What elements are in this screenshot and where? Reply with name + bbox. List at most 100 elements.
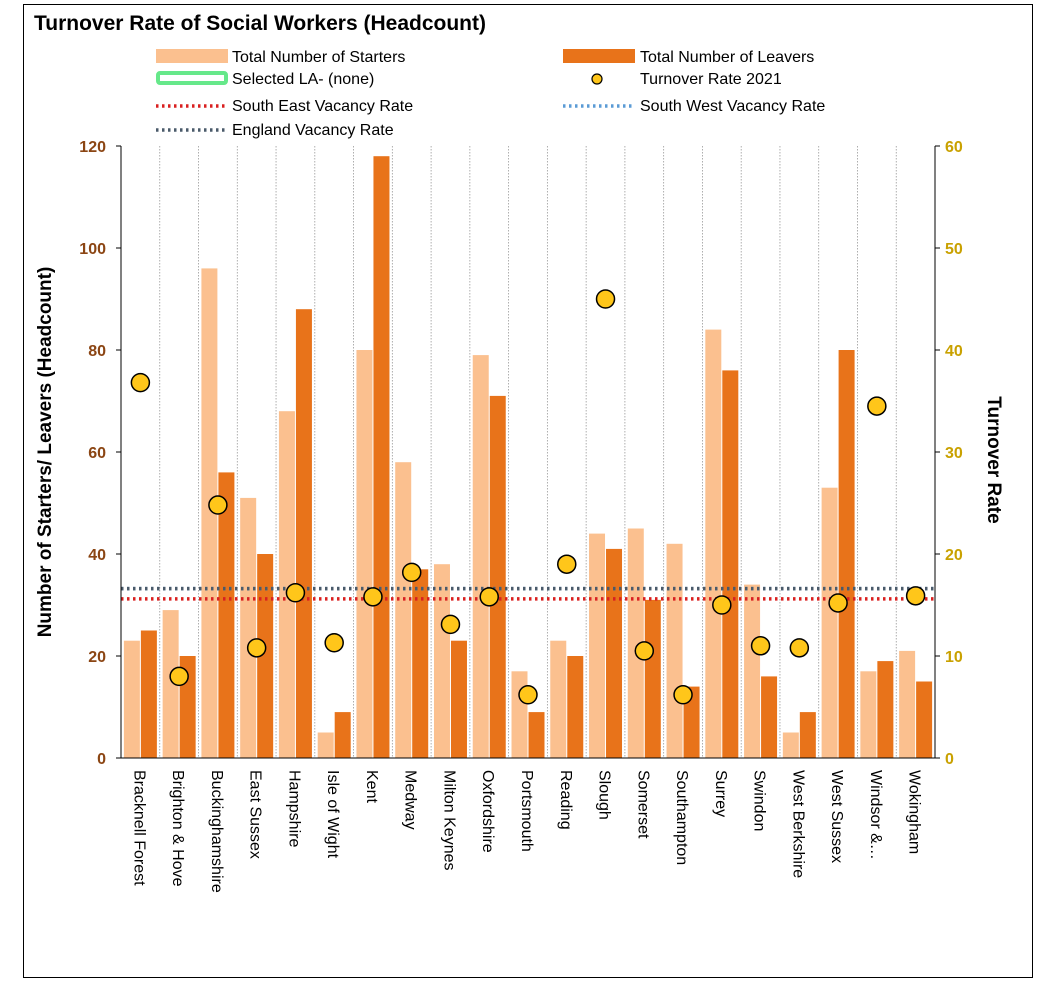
- category-label: Windsor &…: [867, 770, 884, 860]
- category-label: Hampshire: [285, 770, 302, 847]
- turnover-point: [673, 685, 693, 705]
- bar-starters: [705, 329, 722, 758]
- turnover-point: [169, 666, 189, 687]
- legend-swatch-starters: [156, 49, 228, 63]
- bar-starters: [821, 487, 838, 758]
- category-label: Portsmouth: [518, 770, 535, 852]
- category-label: Isle of Wight: [324, 770, 341, 859]
- bar-leavers: [799, 712, 816, 758]
- bar-starters: [240, 497, 257, 758]
- gridlines: [159, 146, 897, 758]
- category-label: West Berkshire: [789, 770, 806, 878]
- turnover-point: [363, 587, 383, 607]
- turnover-point: [789, 638, 810, 658]
- bar-starters: [511, 671, 528, 758]
- left-tick-labels: 0 20 40 60 80 100 120: [79, 139, 106, 768]
- legend-label-leavers: Total Number of Leavers: [640, 49, 814, 66]
- bar-starters: [433, 564, 450, 758]
- turnover-point: [130, 372, 151, 393]
- bar-starters: [899, 650, 916, 758]
- y2-tick-label: 40: [945, 343, 963, 360]
- legend-label-selected: Selected LA- (none): [232, 71, 374, 88]
- legend-label-south-west: South West Vacancy Rate: [640, 98, 825, 115]
- turnover-point: [750, 636, 771, 656]
- y-tick-label: 40: [88, 547, 106, 564]
- right-tick-labels: 0 10 20 30 40 50 60: [945, 139, 963, 768]
- bar-leavers: [218, 472, 235, 758]
- bar-starters: [550, 640, 567, 758]
- legend-label-starters: Total Number of Starters: [232, 49, 405, 66]
- bar-starters: [860, 671, 877, 758]
- y2-tick-label: 20: [945, 547, 963, 564]
- bar-starters: [472, 355, 489, 758]
- category-label: West Sussex: [828, 770, 845, 863]
- chart-frame: [23, 4, 1033, 978]
- category-label: Brighton & Hove: [169, 770, 186, 887]
- turnover-point: [867, 396, 887, 416]
- y-axis-title: Number of Starters/ Leavers (Headcount): [35, 267, 56, 638]
- turnover-point: [285, 583, 306, 603]
- legend-label-england: England Vacancy Rate: [232, 122, 394, 139]
- bar-leavers: [489, 395, 506, 758]
- reference-lines: [121, 586, 935, 601]
- y2-tick-label: 30: [945, 445, 963, 462]
- bar-leavers: [761, 676, 778, 758]
- category-label: Swindon: [751, 770, 768, 831]
- bar-starters: [744, 584, 761, 758]
- category-label: Bracknell Forest: [130, 770, 147, 886]
- turnover-point: [518, 685, 538, 705]
- bar-leavers: [567, 656, 584, 758]
- bar-starters: [666, 543, 683, 758]
- bar-leavers: [373, 156, 390, 758]
- category-label: East Sussex: [247, 770, 264, 859]
- bar-starters: [356, 350, 373, 758]
- bar-starters: [589, 533, 606, 758]
- turnover-point: [595, 289, 616, 309]
- turnover-point: [557, 554, 577, 574]
- y-tick-label: 80: [88, 343, 106, 360]
- bar-leavers: [683, 686, 700, 758]
- bar-leavers: [722, 370, 739, 758]
- bar-leavers: [877, 661, 894, 758]
- turnover-point: [712, 595, 732, 615]
- bar-leavers: [916, 681, 933, 758]
- axes: [116, 145, 940, 759]
- category-label: Somerset: [634, 770, 651, 839]
- y-tick-label: 0: [97, 751, 106, 768]
- bar-starters: [317, 732, 334, 758]
- chart-title: Turnover Rate of Social Workers (Headcou…: [34, 12, 486, 35]
- turnover-points: [130, 289, 926, 705]
- y-tick-label: 120: [79, 139, 106, 156]
- category-labels: Bracknell Forest Brighton & Hove Buckingha…: [130, 770, 922, 893]
- turnover-point: [208, 495, 228, 515]
- turnover-point: [828, 593, 848, 613]
- bar-starters: [123, 640, 140, 758]
- y2-tick-label: 50: [945, 241, 963, 258]
- bar-starters: [627, 528, 644, 758]
- category-label: Medway: [402, 770, 419, 830]
- category-label: Kent: [363, 770, 380, 803]
- legend-label-turnover: Turnover Rate 2021: [640, 71, 782, 88]
- turnover-point: [324, 632, 344, 653]
- y-tick-label: 60: [88, 445, 106, 462]
- turnover-point: [401, 562, 422, 583]
- category-label: Oxfordshire: [479, 770, 496, 853]
- legend: Total Number of Starters Total Number of…: [156, 49, 825, 139]
- y-tick-label: 20: [88, 649, 106, 666]
- bar-leavers: [606, 548, 623, 758]
- legend-swatch-selected: [156, 71, 228, 85]
- bar-leavers: [257, 554, 274, 758]
- bar-leavers: [838, 350, 855, 758]
- category-label: Milton Keynes: [440, 770, 457, 871]
- category-label: Slough: [596, 770, 613, 820]
- bar-leavers: [412, 569, 429, 758]
- turnover-point: [479, 587, 499, 607]
- turnover-point: [246, 638, 267, 658]
- turnover-point: [634, 641, 655, 661]
- bar-starters: [278, 411, 295, 758]
- bars: [123, 156, 933, 758]
- legend-label-south-east: South East Vacancy Rate: [232, 98, 413, 115]
- y2-tick-label: 10: [945, 649, 963, 666]
- bar-starters: [782, 732, 799, 758]
